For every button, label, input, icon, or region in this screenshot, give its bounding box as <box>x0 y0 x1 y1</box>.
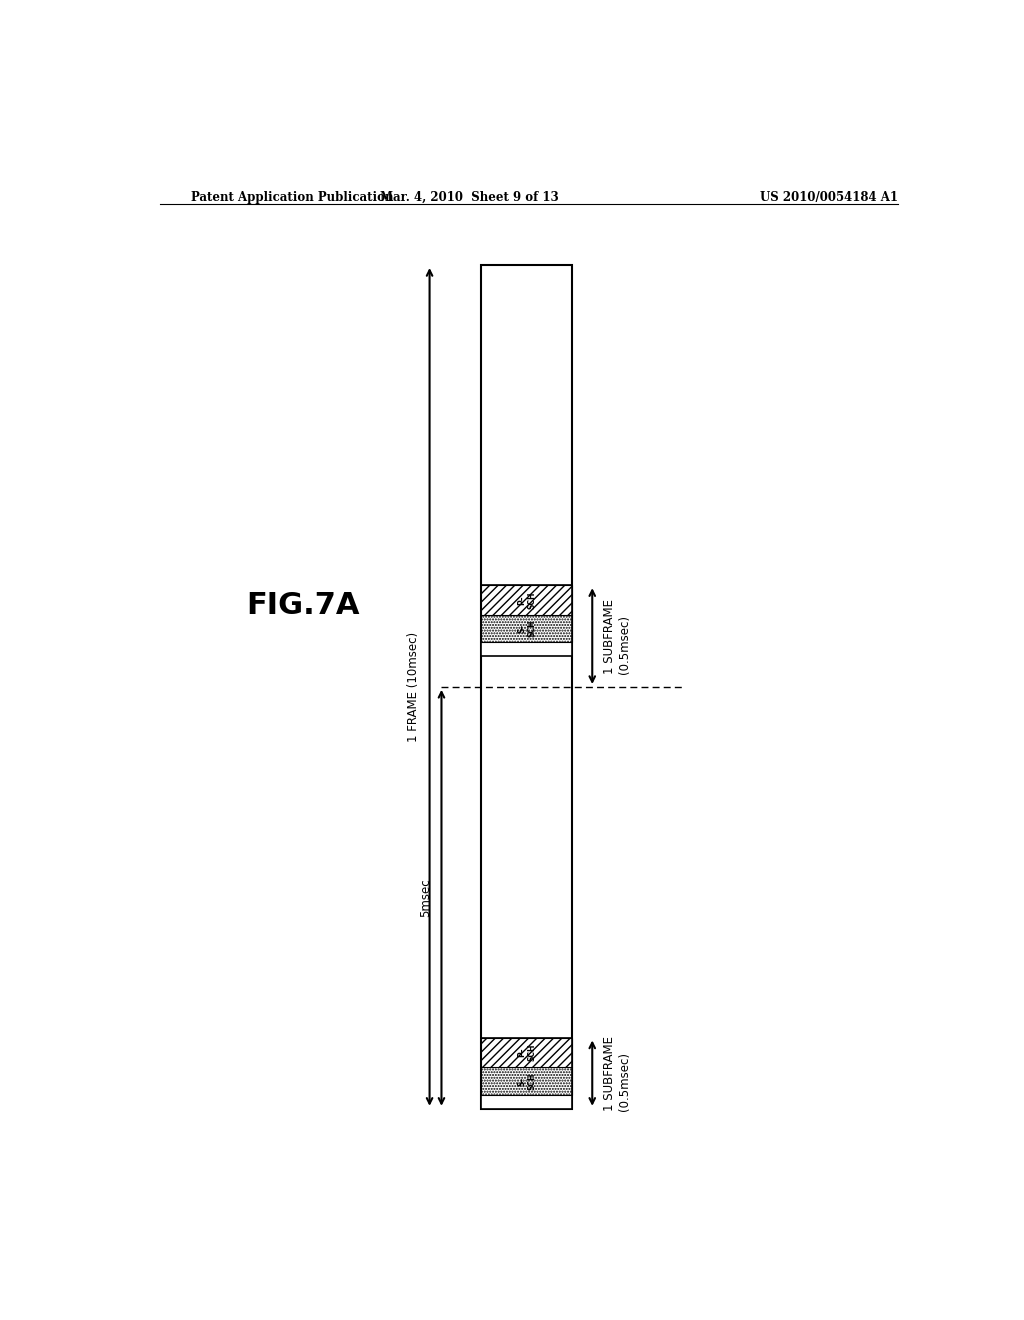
Bar <box>481 585 572 656</box>
Bar <box>481 1038 572 1068</box>
Bar <box>481 615 572 643</box>
Bar <box>481 1068 572 1094</box>
Text: US 2010/0054184 A1: US 2010/0054184 A1 <box>760 191 898 203</box>
Text: FIG.7A: FIG.7A <box>246 591 359 620</box>
Bar <box>481 585 572 615</box>
Bar <box>481 1094 572 1109</box>
Text: 1 FRAME (10msec): 1 FRAME (10msec) <box>408 632 420 742</box>
Text: 1 SUBFRAME
(0.5msec): 1 SUBFRAME (0.5msec) <box>602 1036 631 1110</box>
Text: Mar. 4, 2010  Sheet 9 of 13: Mar. 4, 2010 Sheet 9 of 13 <box>380 191 559 203</box>
Text: 5msec: 5msec <box>419 879 432 917</box>
Bar <box>481 643 572 656</box>
Text: P–
SCH: P– SCH <box>517 591 537 609</box>
Text: Patent Application Publication: Patent Application Publication <box>191 191 394 203</box>
Text: S–
SCH: S– SCH <box>517 1072 537 1090</box>
Text: 1 SUBFRAME
(0.5msec): 1 SUBFRAME (0.5msec) <box>602 598 631 673</box>
Text: S–
SCH: S– SCH <box>517 620 537 638</box>
Bar <box>481 1038 572 1109</box>
Text: P–
SCH: P– SCH <box>517 1044 537 1061</box>
Bar <box>481 265 572 1109</box>
